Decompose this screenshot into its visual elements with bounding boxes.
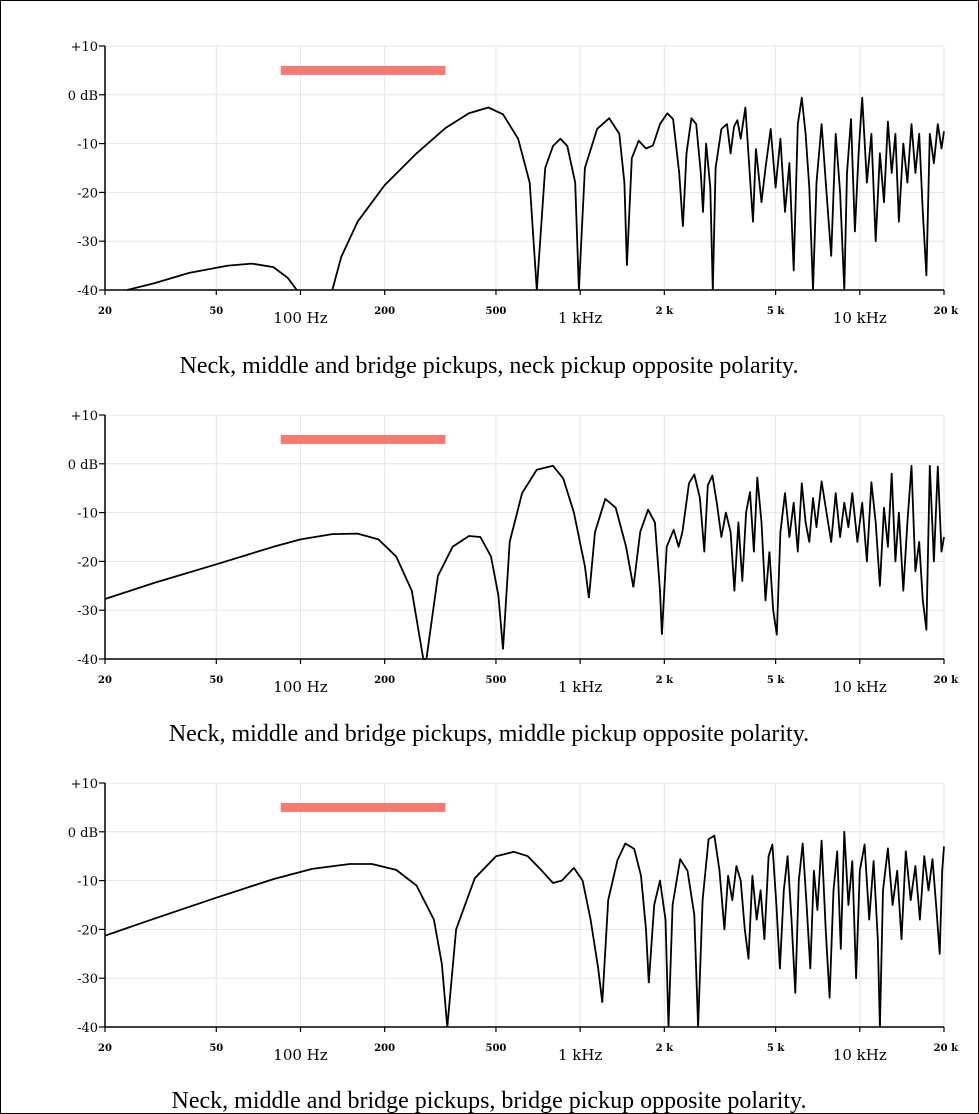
y-tick-label: -30	[77, 972, 98, 987]
response-curve-segment	[578, 117, 628, 291]
x-tick-label: 10 kHz	[833, 1046, 887, 1064]
y-tick-label: -20	[77, 555, 98, 570]
pickup-range-bar	[280, 65, 446, 75]
response-curve-segment	[535, 137, 580, 291]
response-curve-segment	[667, 858, 699, 1028]
response-curve-segment	[588, 498, 635, 599]
chart-caption: Neck, middle and bridge pickups, bridge …	[172, 1088, 807, 1114]
y-tick-label: -40	[77, 1021, 98, 1036]
y-tick-label: -40	[77, 284, 98, 299]
y-tick-label: 0 dB	[68, 826, 98, 841]
x-tick-label: 2 k	[656, 675, 674, 686]
x-tick-label: 5 k	[767, 1043, 785, 1054]
x-tick-label: 20	[98, 306, 112, 317]
x-tick-label: 1 kHz	[558, 1046, 602, 1064]
x-tick-label: 500	[486, 675, 507, 686]
x-tick-label: 10 kHz	[833, 309, 887, 327]
y-tick-label: -30	[77, 235, 98, 250]
x-tick-label: 50	[209, 1043, 223, 1054]
y-tick-label: -10	[77, 507, 98, 522]
response-curve-segment	[647, 879, 670, 1028]
y-tick-label: -10	[77, 875, 98, 890]
x-tick-label: 50	[209, 675, 223, 686]
response-curve-segment	[879, 846, 945, 1028]
x-tick-label: 10 kHz	[833, 678, 887, 696]
x-tick-label: 2 k	[656, 1043, 674, 1054]
y-tick-label: 0 dB	[68, 89, 98, 104]
x-tick-label: 500	[486, 306, 507, 317]
x-tick-label: 20 k	[934, 306, 959, 317]
x-tick-label: 20	[98, 675, 112, 686]
response-curve-segment	[711, 106, 757, 291]
x-tick-label: 1 kHz	[558, 309, 602, 327]
y-tick-label: -40	[77, 653, 98, 668]
y-tick-label: 0 dB	[68, 458, 98, 473]
x-tick-label: 200	[374, 675, 395, 686]
response-curve-segment	[601, 842, 650, 1003]
y-tick-label: +10	[71, 777, 98, 792]
response-curve-segment	[126, 262, 298, 291]
response-curve-segment	[626, 112, 684, 266]
x-tick-label: 100 Hz	[273, 1046, 327, 1064]
x-tick-label: 2 k	[656, 306, 674, 317]
x-tick-label: 200	[374, 306, 395, 317]
pickup-range-bar	[280, 434, 446, 444]
response-curve-segment	[661, 473, 771, 635]
response-curve-segment	[768, 464, 945, 636]
y-tick-label: +10	[71, 40, 98, 55]
x-tick-label: 500	[486, 1043, 507, 1054]
x-tick-label: 5 k	[767, 306, 785, 317]
response-curve-segment	[697, 830, 881, 1028]
response-curve-segment	[682, 117, 714, 291]
x-tick-label: 20	[98, 1043, 112, 1054]
y-tick-label: -20	[77, 923, 98, 938]
x-tick-label: 100 Hz	[273, 678, 327, 696]
response-curve-segment	[632, 508, 663, 635]
y-tick-label: -10	[77, 138, 98, 153]
x-tick-label: 5 k	[767, 675, 785, 686]
response-curve-segment	[425, 535, 504, 660]
response-curve-segment	[755, 96, 814, 291]
chart-caption: Neck, middle and bridge pickups, middle …	[169, 721, 809, 747]
response-curve-segment	[331, 106, 538, 291]
y-tick-label: -30	[77, 604, 98, 619]
x-tick-label: 20 k	[934, 675, 959, 686]
x-tick-label: 20 k	[934, 1043, 959, 1054]
x-tick-label: 1 kHz	[558, 678, 602, 696]
response-curve-segment	[104, 863, 449, 1028]
y-tick-label: -20	[77, 186, 98, 201]
y-tick-label: +10	[71, 409, 98, 424]
x-tick-label: 100 Hz	[273, 309, 327, 327]
response-curve-segment	[446, 850, 604, 1028]
response-curve-segment	[812, 96, 945, 291]
x-tick-label: 50	[209, 306, 223, 317]
response-curve-segment	[502, 464, 590, 650]
x-tick-label: 200	[374, 1043, 395, 1054]
response-curve-segment	[104, 532, 427, 660]
pickup-range-bar	[280, 802, 446, 812]
chart-caption: Neck, middle and bridge pickups, neck pi…	[180, 353, 799, 379]
